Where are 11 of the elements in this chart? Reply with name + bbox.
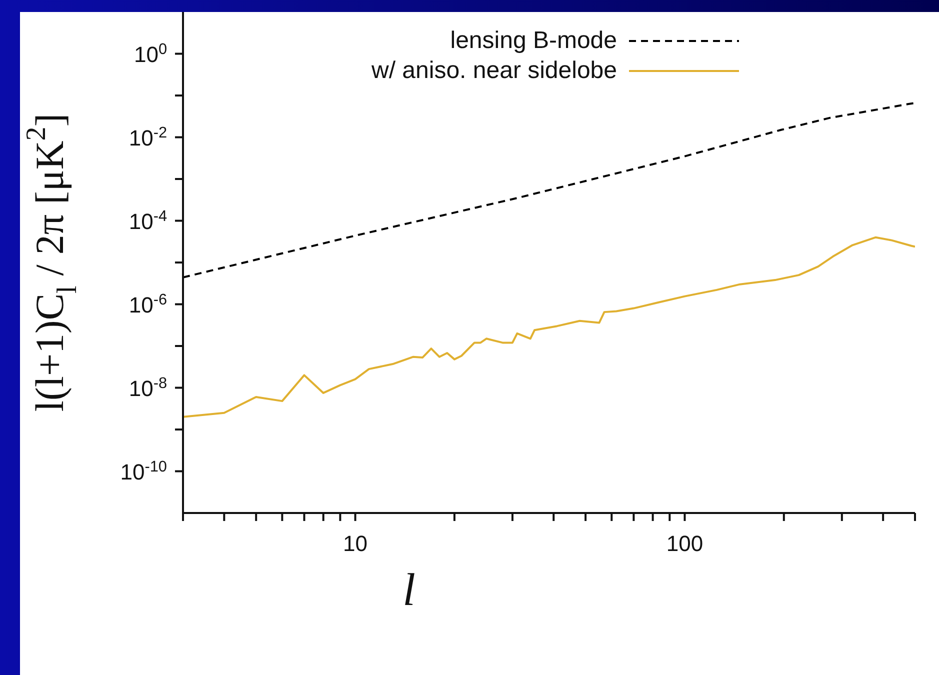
legend-label: w/ aniso. near sidelobe bbox=[372, 57, 617, 85]
y-tick-label: 10$^{-8}$ bbox=[128, 374, 167, 401]
y-tick-label: 10$^{0}$ bbox=[134, 40, 167, 67]
y-tick-label: 10$^{-2}$ bbox=[128, 124, 167, 150]
y-tick-label: 10$^{-10}$ bbox=[120, 458, 167, 484]
y-tick-label: 10$^{-6}$ bbox=[128, 290, 167, 318]
legend-label: lensing B-mode bbox=[450, 27, 617, 55]
y-tick-label: 10$^{-4}$ bbox=[128, 207, 168, 234]
x-axis-title: l bbox=[402, 564, 416, 615]
x-tick-label: 100 bbox=[666, 531, 704, 556]
x-tick-label: 10 bbox=[343, 531, 368, 556]
